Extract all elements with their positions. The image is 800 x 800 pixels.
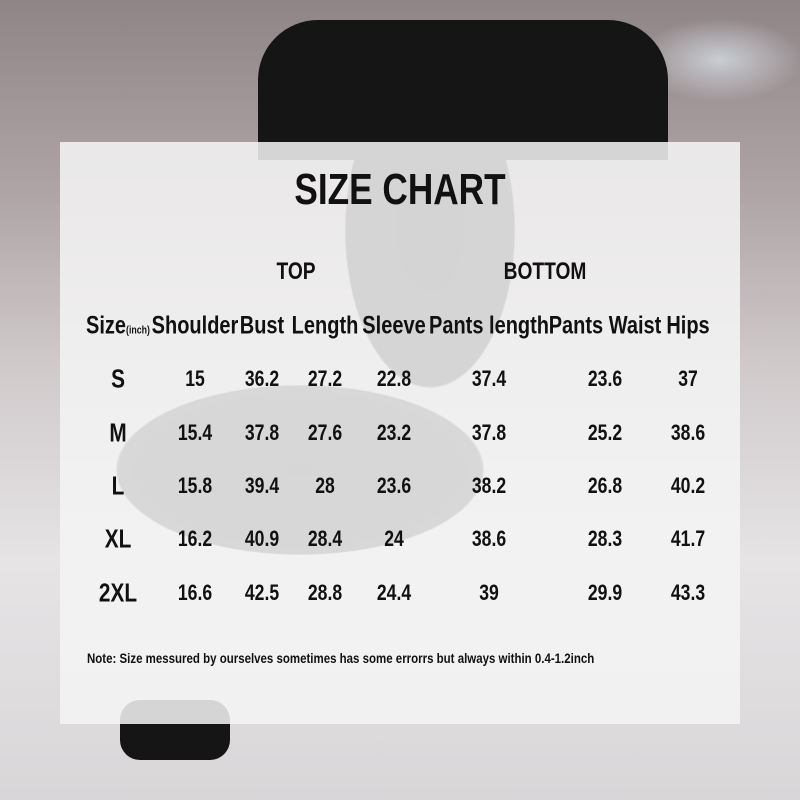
row-size-label: 2XL bbox=[98, 577, 138, 608]
cell-hips: 37 bbox=[678, 366, 698, 391]
cell-bust: 36.2 bbox=[244, 366, 280, 391]
cell-pants-waist: 28.3 bbox=[587, 526, 623, 551]
cell-hips: 41.7 bbox=[670, 526, 706, 551]
header-hips: Hips bbox=[666, 311, 710, 340]
cell-shoulder: 15.8 bbox=[177, 473, 213, 498]
note-text: Note: Size messured by ourselves sometim… bbox=[87, 650, 595, 666]
cell-pants-length: 37.8 bbox=[471, 420, 507, 445]
cell-sleeve: 24 bbox=[384, 526, 404, 551]
cell-hips: 38.6 bbox=[670, 420, 706, 445]
cell-shoulder: 16.2 bbox=[177, 526, 213, 551]
cell-length: 28.4 bbox=[307, 526, 343, 551]
cell-shoulder: 15.4 bbox=[177, 420, 213, 445]
header-pants-waist: Pants Waist bbox=[548, 311, 662, 340]
header-bust: Bust bbox=[239, 311, 285, 340]
header-shoulder: Shoulder bbox=[151, 311, 239, 340]
cell-shoulder: 16.6 bbox=[177, 580, 213, 605]
size-chart-panel bbox=[60, 142, 740, 724]
group-top: TOP bbox=[276, 258, 316, 285]
cell-length: 27.6 bbox=[307, 420, 343, 445]
cell-hips: 43.3 bbox=[670, 580, 706, 605]
cell-length: 27.2 bbox=[307, 366, 343, 391]
cell-bust: 42.5 bbox=[244, 580, 280, 605]
cell-bust: 37.8 bbox=[244, 420, 280, 445]
cell-bust: 39.4 bbox=[244, 473, 280, 498]
cell-sleeve: 22.8 bbox=[376, 366, 412, 391]
cell-pants-length: 38.2 bbox=[471, 473, 507, 498]
cell-pants-waist: 23.6 bbox=[587, 366, 623, 391]
cell-pants-length: 38.6 bbox=[471, 526, 507, 551]
cell-shoulder: 15 bbox=[185, 366, 205, 391]
row-size-label: M bbox=[109, 417, 127, 448]
row-size-label: XL bbox=[104, 523, 132, 554]
row-size-label: L bbox=[111, 470, 125, 501]
cell-pants-length: 39 bbox=[479, 580, 499, 605]
row-size-label: S bbox=[111, 363, 125, 394]
cell-sleeve: 24.4 bbox=[376, 580, 412, 605]
header-size: Size(inch) bbox=[86, 312, 150, 341]
cell-length: 28 bbox=[315, 473, 335, 498]
header-pants-length: Pants length bbox=[428, 311, 550, 340]
cell-sleeve: 23.6 bbox=[376, 473, 412, 498]
group-bottom: BOTTOM bbox=[503, 258, 587, 285]
header-unit: (inch) bbox=[126, 324, 150, 337]
cell-pants-length: 37.4 bbox=[471, 366, 507, 391]
cell-bust: 40.9 bbox=[244, 526, 280, 551]
header-length: Length bbox=[291, 311, 359, 340]
header-sleeve: Sleeve bbox=[362, 311, 426, 340]
header-size-label: Size bbox=[86, 311, 127, 340]
chart-title: SIZE CHART bbox=[294, 165, 506, 214]
cell-sleeve: 23.2 bbox=[376, 420, 412, 445]
background-photo-jacket bbox=[258, 20, 668, 160]
cell-length: 28.8 bbox=[307, 580, 343, 605]
cell-hips: 40.2 bbox=[670, 473, 706, 498]
cell-pants-waist: 26.8 bbox=[587, 473, 623, 498]
cell-pants-waist: 29.9 bbox=[587, 580, 623, 605]
cell-pants-waist: 25.2 bbox=[587, 420, 623, 445]
